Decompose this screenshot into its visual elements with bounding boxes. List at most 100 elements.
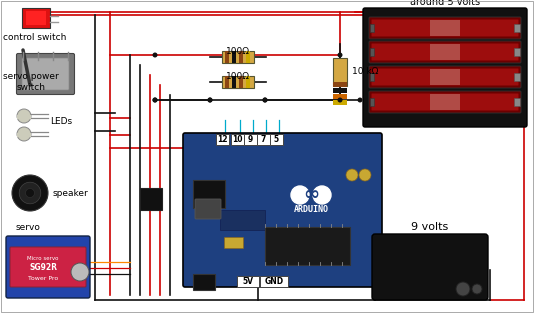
Bar (260, 276, 288, 287)
Text: 9 volts: 9 volts (411, 222, 449, 232)
Text: ∞: ∞ (303, 186, 319, 204)
Bar (514, 73, 520, 81)
Bar (237, 276, 259, 287)
Bar (239, 76, 243, 88)
Bar (430, 44, 460, 60)
Text: 7: 7 (260, 136, 266, 145)
Text: 10 kΩ: 10 kΩ (352, 68, 379, 76)
FancyBboxPatch shape (372, 19, 519, 37)
FancyBboxPatch shape (17, 54, 75, 95)
FancyBboxPatch shape (369, 17, 521, 39)
Bar (17, 115, 31, 119)
Circle shape (153, 98, 158, 102)
Text: 9: 9 (247, 136, 253, 145)
Text: 4 AA batteries,
around 5 volts: 4 AA batteries, around 5 volts (409, 0, 482, 7)
Bar (193, 180, 225, 208)
Text: control switch: control switch (3, 33, 66, 43)
Circle shape (456, 282, 470, 296)
Bar (430, 94, 460, 110)
Bar (333, 82, 347, 87)
Text: 100Ω: 100Ω (226, 47, 250, 56)
Bar (216, 134, 229, 145)
Text: 12: 12 (217, 136, 227, 145)
Bar (225, 51, 229, 63)
Circle shape (291, 186, 309, 204)
Bar (232, 76, 236, 88)
Circle shape (153, 98, 158, 102)
Bar (26, 11, 46, 25)
FancyBboxPatch shape (333, 58, 347, 86)
FancyBboxPatch shape (183, 133, 382, 287)
Text: GND: GND (264, 278, 284, 286)
Circle shape (17, 127, 31, 141)
Text: 10: 10 (232, 136, 242, 145)
Text: 5: 5 (273, 136, 279, 145)
Text: 5V: 5V (242, 278, 254, 286)
Circle shape (472, 284, 482, 294)
Bar (225, 76, 229, 88)
Text: servo power
switch: servo power switch (3, 72, 59, 92)
Circle shape (26, 188, 35, 198)
FancyBboxPatch shape (372, 234, 488, 300)
FancyBboxPatch shape (222, 76, 254, 88)
FancyBboxPatch shape (6, 236, 90, 298)
Bar (257, 134, 270, 145)
Bar (514, 48, 520, 56)
Bar (232, 51, 236, 63)
Bar (370, 48, 374, 56)
Bar (333, 88, 347, 93)
Bar (370, 24, 374, 32)
FancyBboxPatch shape (372, 69, 519, 85)
Circle shape (337, 98, 342, 102)
Circle shape (263, 98, 268, 102)
Bar (514, 98, 520, 106)
Text: Micro servo: Micro servo (27, 255, 59, 260)
Bar (22, 8, 50, 28)
Circle shape (12, 175, 48, 211)
Text: Tower Pro: Tower Pro (28, 275, 58, 280)
Circle shape (263, 98, 268, 102)
FancyBboxPatch shape (369, 41, 521, 63)
Bar (370, 98, 374, 106)
Bar (220, 210, 265, 230)
FancyBboxPatch shape (222, 51, 254, 63)
FancyBboxPatch shape (195, 199, 221, 219)
Bar (231, 134, 244, 145)
Bar (333, 94, 347, 99)
Circle shape (313, 186, 331, 204)
Bar (17, 133, 31, 137)
Bar (246, 76, 250, 88)
FancyBboxPatch shape (369, 91, 521, 113)
Text: LEDs: LEDs (50, 117, 72, 126)
FancyBboxPatch shape (22, 58, 69, 90)
Circle shape (359, 169, 371, 181)
Circle shape (19, 182, 41, 204)
Bar (246, 51, 250, 63)
Bar (193, 274, 215, 290)
Bar (140, 188, 162, 210)
Circle shape (357, 98, 363, 102)
Bar (244, 134, 257, 145)
FancyBboxPatch shape (369, 66, 521, 88)
Circle shape (337, 53, 342, 58)
Bar (514, 24, 520, 32)
FancyBboxPatch shape (10, 247, 86, 287)
Circle shape (153, 53, 158, 58)
Circle shape (208, 98, 213, 102)
Circle shape (208, 98, 213, 102)
Circle shape (17, 109, 31, 123)
Bar (239, 51, 243, 63)
FancyBboxPatch shape (224, 238, 244, 249)
Text: speaker: speaker (53, 188, 89, 198)
Bar (333, 100, 347, 105)
Bar (430, 20, 460, 36)
Circle shape (71, 263, 89, 281)
FancyBboxPatch shape (372, 44, 519, 60)
Text: SG92R: SG92R (29, 264, 57, 273)
FancyBboxPatch shape (372, 94, 519, 110)
Bar (265, 227, 350, 265)
FancyBboxPatch shape (363, 8, 527, 127)
Bar (430, 69, 460, 85)
Bar (370, 73, 374, 81)
Text: servo: servo (15, 223, 41, 232)
